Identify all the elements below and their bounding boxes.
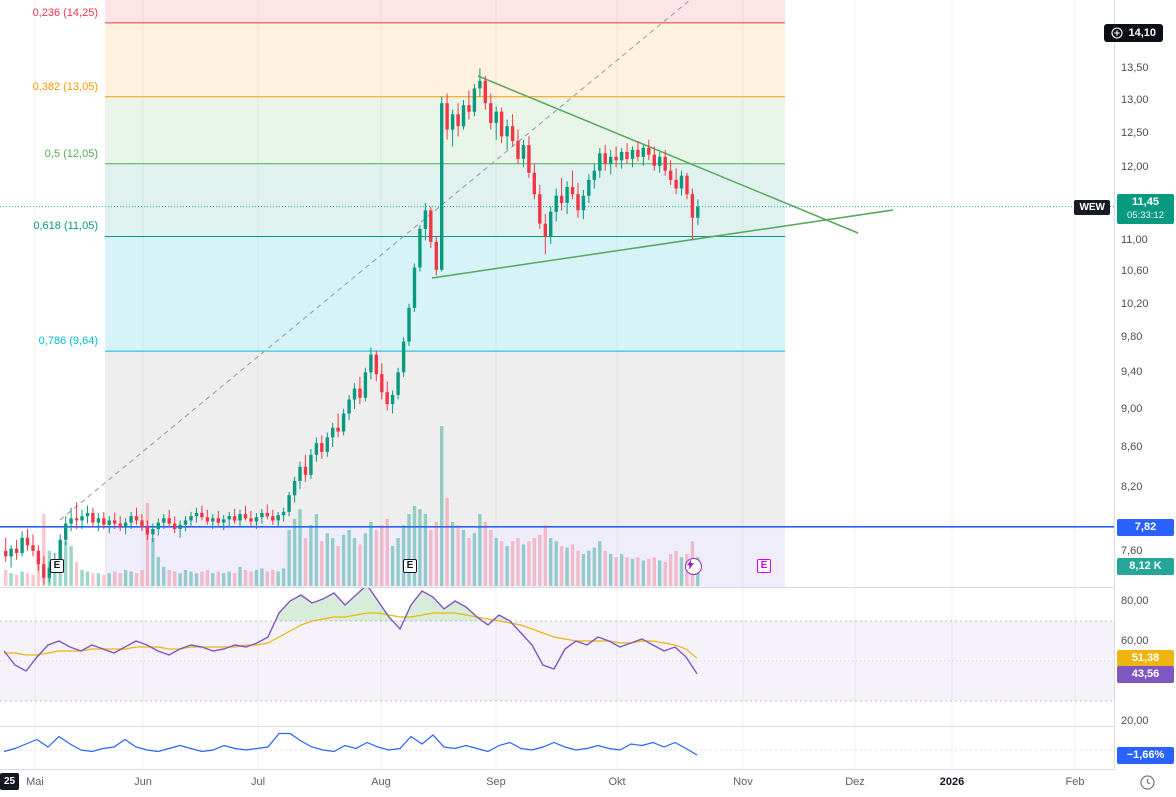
last-price-value: 11,45 — [1132, 196, 1159, 208]
circled-plus-icon — [1111, 27, 1124, 39]
horizontal-line-price-badge: 7,82 — [1117, 519, 1174, 536]
price-axis-label: 12,50 — [1121, 126, 1149, 139]
time-axis-label: Jul — [250, 776, 266, 788]
price-axis-border — [1114, 0, 1115, 770]
rsi-ma-value-badge: 51,38 — [1117, 650, 1174, 667]
earnings-marker[interactable]: E — [50, 559, 64, 573]
price-axis-label: 12,00 — [1121, 161, 1149, 174]
time-axis-label: Sep — [486, 776, 506, 788]
oscillator-value-badge: −1,66% — [1117, 747, 1174, 764]
price-axis-label: 7,60 — [1121, 544, 1143, 557]
time-axis-label: Jun — [134, 776, 152, 788]
price-axis-label: 10,60 — [1121, 265, 1149, 278]
price-axis-label: 13,00 — [1121, 94, 1149, 106]
axis-hover-price: 14,10 — [1128, 27, 1156, 39]
time-axis-label: Nov — [733, 776, 753, 788]
pane-separator[interactable] — [0, 587, 1176, 588]
last-price-badge: 11,45 05:33:12 — [1117, 194, 1174, 224]
fib-level-label[interactable]: 0,5 (12,05) — [44, 147, 98, 160]
oscillator-pane[interactable] — [0, 727, 1114, 770]
pane-separator[interactable] — [0, 726, 1176, 727]
bar-countdown: 05:33:12 — [1127, 210, 1164, 221]
main-price-pane[interactable]: 0,236 (14,25) 0,382 (13,05) 0,5 (12,05) 0,6… — [0, 0, 1114, 588]
time-axis-label: Feb — [1065, 776, 1085, 788]
rsi-value-badge: 43,56 — [1117, 666, 1174, 683]
candlestick-chart-svg — [0, 0, 1114, 588]
time-axis-label: Mai — [26, 776, 44, 788]
rsi-axis-label: 20,00 — [1121, 715, 1149, 727]
price-axis-label: 9,40 — [1121, 366, 1143, 379]
timezone-clock-icon[interactable] — [1139, 774, 1156, 796]
earnings-marker[interactable]: E — [757, 559, 771, 573]
price-axis-label: 13,50 — [1121, 62, 1149, 75]
time-axis-label: Dez — [845, 776, 865, 788]
price-axis-label: 9,80 — [1121, 331, 1143, 344]
time-axis[interactable]: 25 Mai Jun Jul Aug Sep Okt Nov Dez 2026 Feb — [0, 770, 1176, 797]
price-axis-label: 8,20 — [1121, 481, 1143, 493]
flash-event-icon[interactable] — [685, 558, 702, 575]
time-axis-label: Aug — [371, 776, 391, 788]
price-axis[interactable]: 11,45 05:33:12 7,82 8,12 K 51,38 43,56 −… — [1115, 0, 1176, 770]
price-axis-label: 8,60 — [1121, 441, 1143, 453]
price-axis-label: 9,00 — [1121, 402, 1143, 415]
fib-level-label[interactable]: 0,382 (13,05) — [32, 80, 98, 93]
fib-level-label[interactable]: 0,786 (9,64) — [38, 335, 98, 348]
fib-level-label[interactable]: 0,618 (11,05) — [33, 220, 98, 233]
rsi-axis-label: 60,00 — [1121, 635, 1149, 647]
oscillator-svg — [0, 727, 1114, 770]
earnings-marker[interactable]: E — [403, 559, 417, 573]
add-order-button[interactable]: 14,10 — [1104, 24, 1163, 42]
time-axis-border — [0, 769, 1176, 770]
price-axis-label: 10,20 — [1121, 297, 1149, 310]
year-badge: 25 — [0, 773, 20, 790]
time-axis-label: 2026 — [939, 776, 965, 788]
rsi-indicator-svg — [0, 588, 1114, 727]
rsi-axis-label: 80,00 — [1121, 595, 1149, 607]
symbol-ticker-badge: WEW — [1074, 200, 1110, 215]
volume-value-badge: 8,12 K — [1117, 558, 1174, 575]
price-axis-label: 11,00 — [1121, 234, 1148, 247]
rsi-pane[interactable] — [0, 588, 1114, 727]
fib-level-label[interactable]: 0,236 (14,25) — [32, 6, 98, 19]
time-axis-label: Okt — [608, 776, 626, 788]
